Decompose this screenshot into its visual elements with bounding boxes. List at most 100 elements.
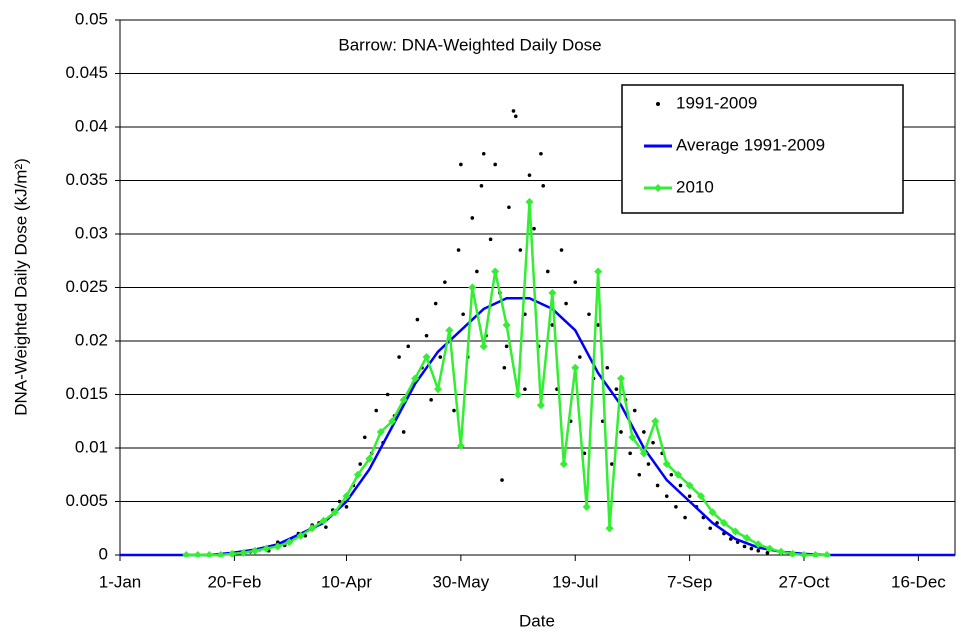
diamond-marker xyxy=(742,533,751,542)
data-point xyxy=(493,162,497,167)
diamond-marker xyxy=(788,549,797,557)
data-point xyxy=(433,301,438,306)
data-point xyxy=(358,462,363,466)
diamond-marker xyxy=(548,288,557,297)
data-point xyxy=(481,151,486,156)
data-point xyxy=(683,515,687,520)
data-point xyxy=(532,226,536,231)
diamond-marker xyxy=(376,427,385,436)
data-point xyxy=(539,151,543,156)
data-point xyxy=(385,392,390,397)
data-point xyxy=(610,462,614,466)
data-point xyxy=(504,344,509,349)
data-point xyxy=(687,494,692,498)
data-point xyxy=(397,355,401,359)
x-tick-label: 7-Sep xyxy=(667,572,712,591)
data-point xyxy=(678,483,683,488)
legend-label: 1991-2009 xyxy=(676,93,757,112)
data-point xyxy=(523,387,527,391)
x-tick-label: 20-Feb xyxy=(207,572,261,591)
data-point xyxy=(674,505,678,509)
diamond-marker xyxy=(708,508,717,517)
diamond-marker xyxy=(228,549,237,557)
y-tick-label: 0.01 xyxy=(75,437,108,456)
y-tick-label: 0.05 xyxy=(75,9,108,28)
diamond-marker xyxy=(250,546,259,555)
diamond-marker xyxy=(205,551,214,557)
y-tick-label: 0.04 xyxy=(75,116,108,135)
data-point xyxy=(374,408,379,413)
diamond-marker xyxy=(651,417,660,426)
diamond-marker xyxy=(674,470,683,479)
diamond-marker xyxy=(422,353,431,362)
diamond-marker xyxy=(456,441,465,450)
diamond-marker xyxy=(594,267,603,276)
data-point xyxy=(456,248,461,252)
data-point xyxy=(438,355,443,359)
diamond-marker xyxy=(182,551,191,557)
data-point xyxy=(344,505,349,509)
data-point xyxy=(513,114,518,119)
diamond-marker xyxy=(216,551,225,557)
data-point xyxy=(655,483,660,488)
data-point xyxy=(614,387,619,391)
data-point xyxy=(475,269,479,274)
diamond-marker xyxy=(273,542,282,551)
data-point xyxy=(749,546,754,551)
data-point xyxy=(587,312,591,317)
data-point xyxy=(642,430,646,434)
diamond-marker xyxy=(262,544,271,553)
diamond-marker xyxy=(193,551,202,557)
y-tick-label: 0.03 xyxy=(75,223,108,242)
data-point xyxy=(401,430,406,434)
diamond-marker xyxy=(685,481,694,490)
diamond-marker xyxy=(502,320,511,329)
y-tick-label: 0.02 xyxy=(75,330,108,349)
data-point xyxy=(303,533,308,538)
data-point xyxy=(632,408,637,413)
diamond-marker xyxy=(308,524,317,533)
diamond-marker xyxy=(296,531,305,540)
data-point xyxy=(545,269,550,274)
diamond-marker xyxy=(445,326,454,335)
x-tick-label: 10-Apr xyxy=(321,572,372,591)
data-point xyxy=(424,333,429,338)
data-point xyxy=(708,526,713,531)
diamond-marker xyxy=(342,492,351,501)
diamond-marker xyxy=(822,551,831,557)
diamond-marker xyxy=(319,516,328,525)
data-point xyxy=(646,462,651,466)
data-point xyxy=(628,451,632,456)
data-point xyxy=(502,365,507,370)
x-tick-label: 16-Dec xyxy=(891,572,946,591)
diamond-marker xyxy=(479,342,488,351)
data-point xyxy=(324,525,328,529)
data-point xyxy=(443,280,447,284)
x-tick-label: 1-Jan xyxy=(99,572,142,591)
data-point xyxy=(765,551,770,555)
legend-symbol xyxy=(656,102,660,106)
data-point xyxy=(664,494,669,498)
diamond-marker xyxy=(697,492,706,501)
data-point xyxy=(669,472,674,477)
y-tick-label: 0.045 xyxy=(65,63,108,82)
data-point xyxy=(507,205,511,210)
y-tick-label: 0.005 xyxy=(65,491,108,510)
diamond-marker xyxy=(411,374,420,383)
data-point xyxy=(651,440,655,445)
data-point xyxy=(729,537,733,541)
diamond-marker xyxy=(777,547,786,556)
diamond-marker xyxy=(571,363,580,372)
diamond-marker xyxy=(491,267,500,276)
diamond-marker xyxy=(582,502,591,511)
diamond-marker xyxy=(353,470,362,479)
data-point xyxy=(452,408,456,413)
diamond-marker xyxy=(639,449,648,458)
data-point xyxy=(715,521,719,525)
data-point xyxy=(756,548,761,553)
y-tick-label: 0.025 xyxy=(65,277,108,296)
data-point xyxy=(527,173,532,177)
x-tick-label: 19-Jul xyxy=(552,572,598,591)
x-tick-label: 27-Oct xyxy=(778,572,829,591)
